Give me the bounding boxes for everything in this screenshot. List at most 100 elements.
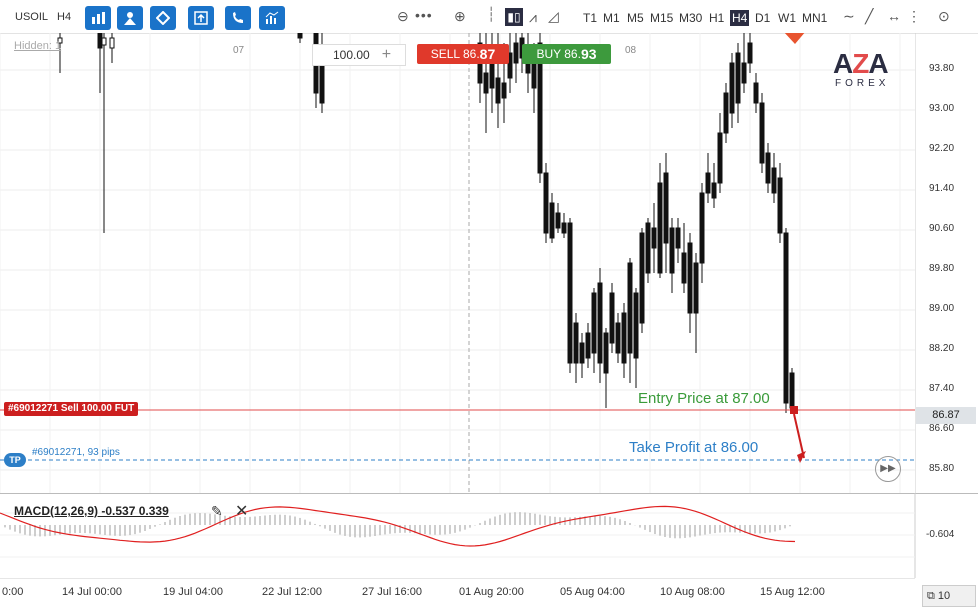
bar-chart-button[interactable] [85,6,111,30]
candle-body [501,82,507,99]
macd-signal-line [0,505,796,547]
timeframe-m15[interactable]: M15 [650,11,674,25]
candle-body [741,62,747,84]
crosshair-icon[interactable]: ┆ [487,6,496,22]
price-tick: 87.40 [929,383,955,394]
more-icon[interactable]: ⋮ [907,8,921,24]
time-tick: 05 Aug 04:00 [560,586,625,598]
sell-button[interactable]: SELL 86. 87 [417,44,509,64]
candle-body [609,292,615,344]
timeframe-t1[interactable]: T1 [583,11,598,25]
candle-body [597,282,603,364]
candle-body [585,332,591,359]
area-chart-icon[interactable]: ◿ [548,8,559,24]
indicators-button[interactable] [259,6,285,30]
candle-body [537,42,543,174]
candle-body [591,292,597,354]
day-label-07: 07 [233,45,245,56]
close-icon[interactable]: ✕ [235,503,249,520]
candle-body [765,152,771,184]
buy-price-suffix: 93 [580,46,597,62]
price-tick: 89.00 [929,303,955,314]
timeframe-m1[interactable]: M1 [603,11,620,25]
quantity-field[interactable]: 100.00 + [312,44,406,66]
candles-icon[interactable]: ▮▯ [505,8,523,26]
more-dots-icon[interactable]: ••• [415,7,433,23]
candle-body [573,322,579,364]
export-button[interactable] [188,6,214,30]
macd-label[interactable]: MACD(12,26,9) -0.537 0.339 [14,504,169,518]
draw-tools-icon[interactable]: ∼ [843,8,855,24]
candle-body [57,37,63,44]
timeframe-m30[interactable]: M30 [679,11,703,25]
arrows-icon[interactable]: ↔ [887,8,901,24]
candle-body [621,312,627,364]
timeframe-w1[interactable]: W1 [778,11,796,25]
candle-body [783,232,789,404]
time-tick: 14 Jul 00:00 [62,586,122,598]
candle-body [747,42,753,64]
indicators-icon [265,11,279,24]
trend-line-icon[interactable]: ╱ [865,8,874,24]
diamond-icon [156,11,170,25]
timeframe-mn1[interactable]: MN1 [802,11,828,25]
price-tick: 89.80 [929,263,955,274]
symbol-label[interactable]: USOIL [15,11,49,23]
timeframe-h1[interactable]: H1 [709,11,725,25]
candle-body [639,232,645,324]
candle-body [513,42,519,64]
phone-button[interactable] [225,6,251,30]
price-tick: 88.20 [929,343,955,354]
candle-body [669,227,675,274]
tp-arrow [793,413,805,459]
candle-body [297,33,303,39]
chevron-down-icon[interactable]: ⊙ [938,8,950,24]
timeframe-h4[interactable]: H4 [730,10,750,26]
candle-body [663,172,669,244]
zoom-out-icon[interactable]: ⊖ [397,8,409,24]
price-chart[interactable] [0,33,915,493]
candle-body [579,342,585,364]
diamond-button[interactable] [150,6,176,30]
macd-panel[interactable] [0,493,978,578]
scroll-to-end-button[interactable]: ▶▶ [875,456,901,482]
tracker-button[interactable] [117,6,143,30]
candle-body [729,62,735,114]
candle-body [549,202,555,239]
hidden-count-label[interactable]: Hidden: 1 [14,40,62,52]
candle-body [705,172,711,194]
timeframe-d1[interactable]: D1 [755,11,771,25]
order-label[interactable]: #69012271 Sell 100.00 FUT [4,402,139,416]
period-label[interactable]: H4 [57,11,72,23]
zoom-in-icon[interactable]: ⊕ [454,8,466,24]
candle-body [543,172,549,234]
candle-body [109,37,115,49]
candle-body [735,52,741,104]
candle-body [717,132,723,184]
candle-body [687,242,693,314]
entry-marker[interactable] [790,406,798,414]
candle-body [657,182,663,274]
candle-body [507,52,513,79]
timeframe-m5[interactable]: M5 [627,11,644,25]
candle-body [97,33,103,49]
candle-body [483,72,489,94]
candle-body [675,227,681,249]
line-chart-icon[interactable]: ⩘ [529,9,537,25]
take-profit-note: Take Profit at 86.00 [629,439,759,456]
plus-icon[interactable]: + [381,46,392,63]
edit-pencil-icon[interactable]: ✎ [211,503,223,519]
buy-button[interactable]: BUY 86. 93 [522,44,611,64]
time-tick: 19 Jul 04:00 [163,586,223,598]
time-tick: 27 Jul 16:00 [362,586,422,598]
candle-body [723,92,729,134]
candle-body [771,167,777,194]
zoom-level[interactable]: ⧉ 10 [922,585,976,607]
tp-badge[interactable]: TP [4,453,26,467]
candle-body [489,62,495,89]
candle-body [711,182,717,199]
candle-body [651,227,657,249]
logo-subtitle: FOREX [835,78,890,89]
calendar-icon: ⧉ [927,590,935,602]
candle-body [101,37,107,46]
